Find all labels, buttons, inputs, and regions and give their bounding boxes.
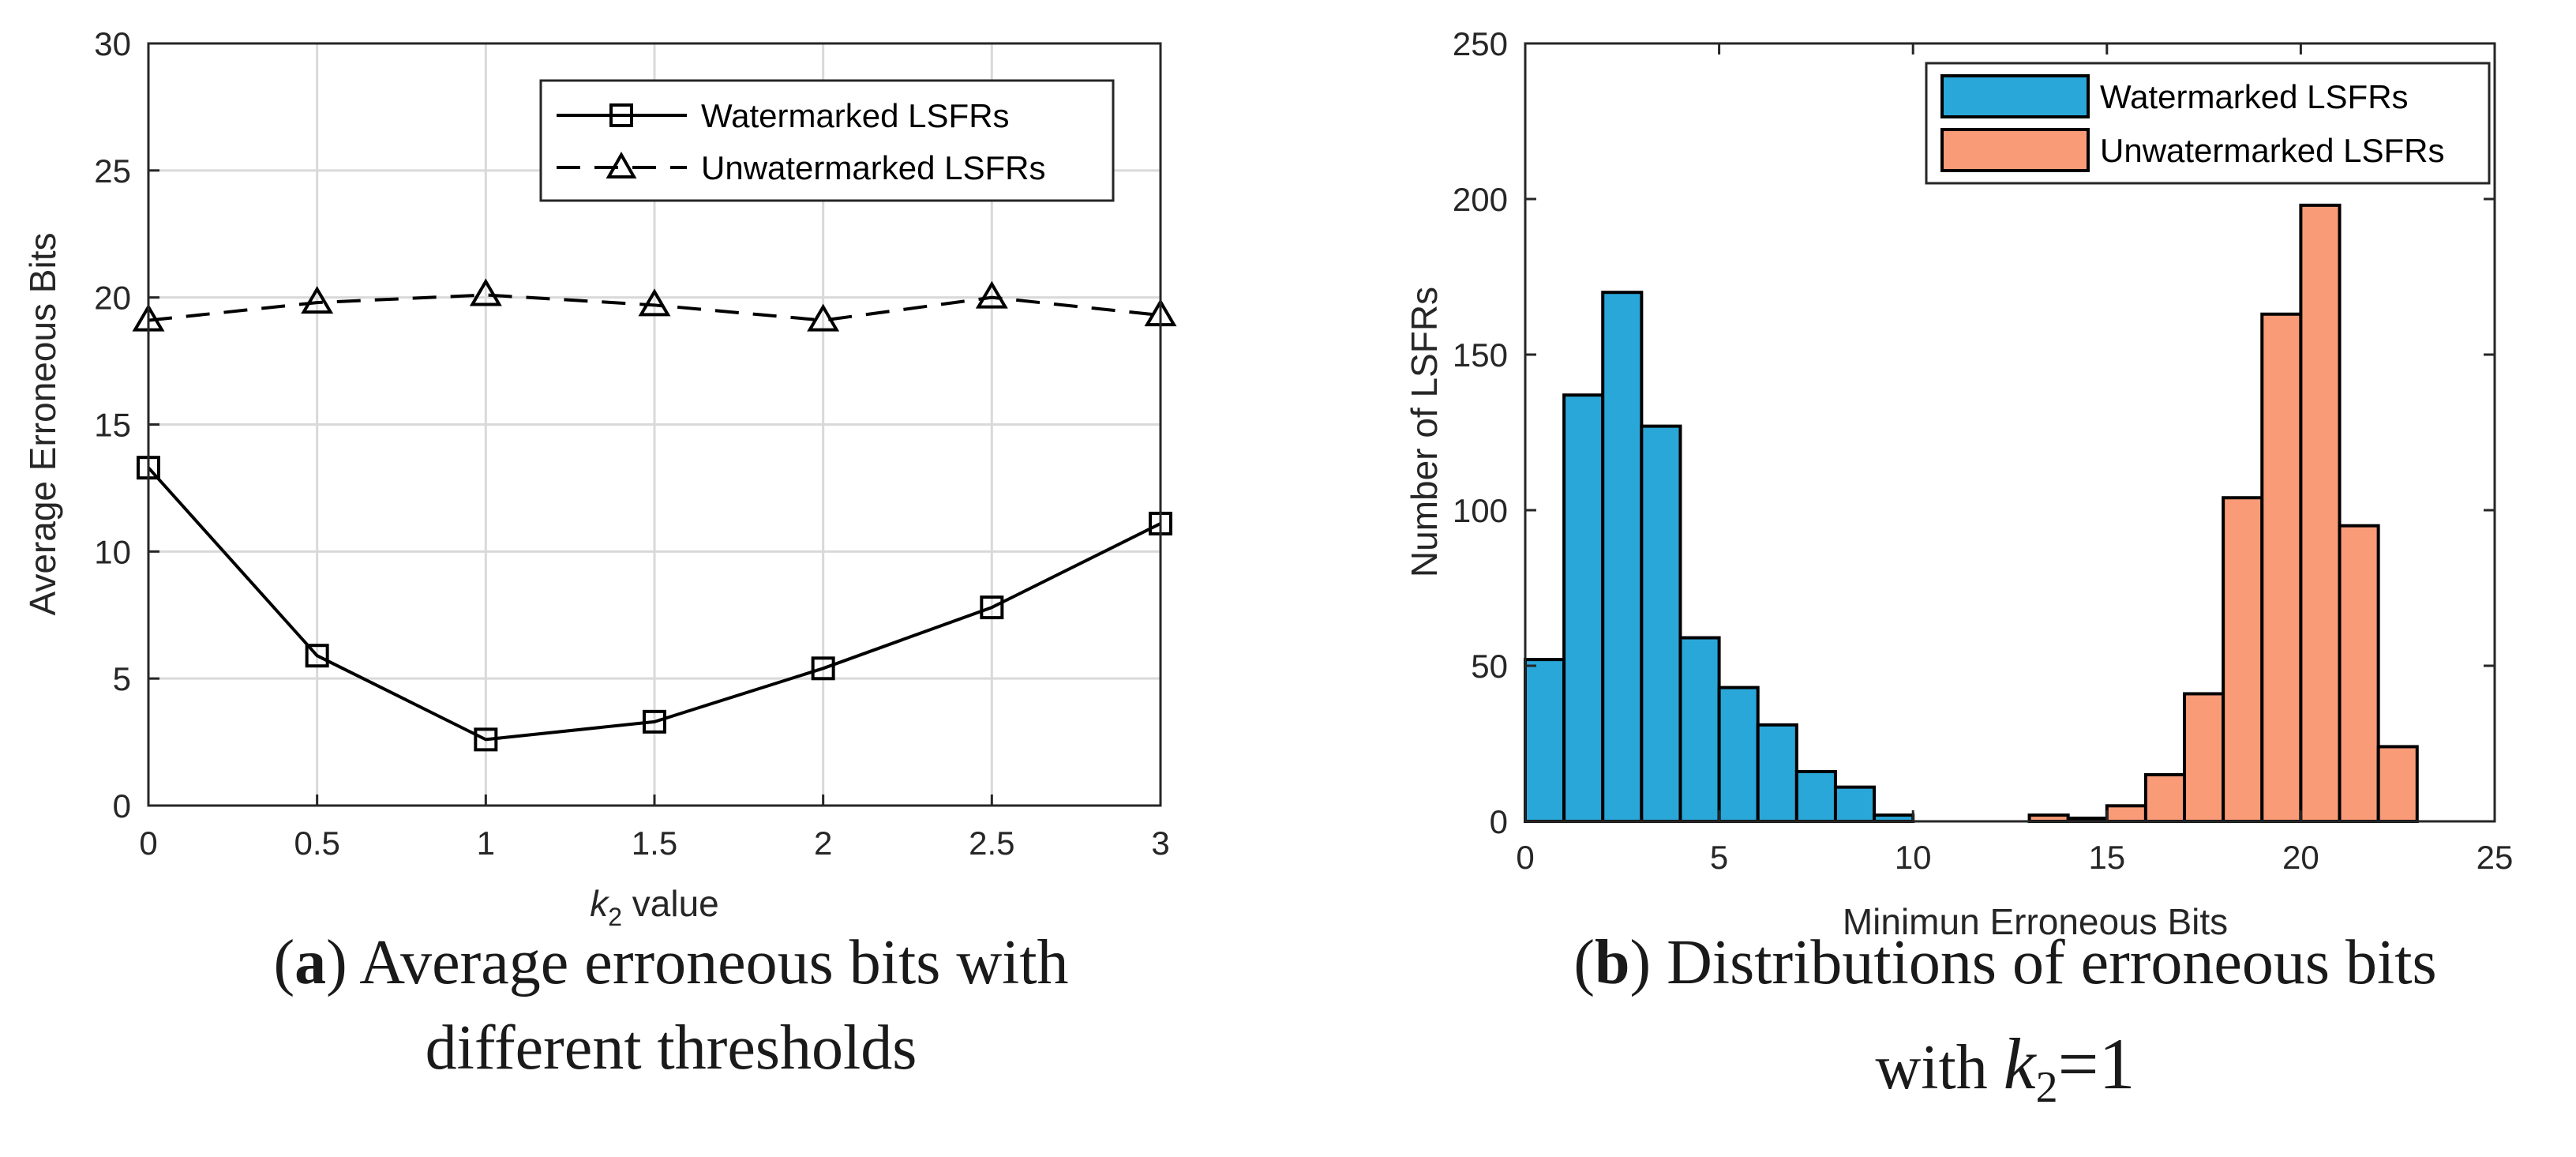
chart-a-xtick-label: 1	[477, 825, 495, 862]
chart-a-legend-label-watermarked: Watermarked LSFRs	[701, 97, 1010, 134]
chart-b-ytick-label: 150	[1453, 336, 1508, 374]
chart-a-xtick-label: 1.5	[632, 825, 677, 862]
chart-b-ylabel: Number of LSFRs	[1404, 287, 1445, 577]
chart-b-ytick-label: 200	[1453, 181, 1508, 218]
chart-b-ytick-label: 100	[1453, 492, 1508, 529]
caption-b-text2: with	[1875, 1033, 2004, 1103]
chart-b-bar-unwatermarked	[2105, 804, 2147, 823]
chart-a-point-unwatermarked	[975, 280, 1008, 309]
chart-b-ytick-label: 0	[1490, 803, 1508, 840]
chart-b-ytick-label: 50	[1471, 648, 1508, 685]
chart-a-point-watermarked	[980, 595, 1004, 620]
chart-b-bar-unwatermarked	[2222, 496, 2264, 823]
chart-a-xtick-label: 0.5	[294, 825, 339, 862]
chart-a-legend-marker-triangle	[606, 151, 637, 178]
chart-b-bar-watermarked	[1717, 686, 1760, 824]
chart-a-line-watermarked	[147, 466, 1161, 742]
caption-a-line1: (a) Average erroneous bits with	[273, 928, 1069, 997]
chart-b-legend-swatch-watermarked	[1940, 74, 2090, 118]
chart-a-point-unwatermarked	[638, 288, 671, 317]
chart-a-ylabel: Average Erroneous Bits	[22, 233, 63, 616]
chart-b-legend: Watermarked LSFRs Unwatermarked LSFRs	[1925, 62, 2491, 185]
chart-b-bar-watermarked	[1794, 769, 1837, 824]
chart-b-bars	[1524, 203, 2419, 824]
chart-b-bar-unwatermarked	[2183, 692, 2225, 824]
chart-a-xtick-label: 2.5	[969, 825, 1014, 862]
caption-a-text1: Average erroneous bits with	[347, 928, 1069, 997]
caption-b-line1: (b) Distributions of erroneous bits	[1573, 928, 2437, 997]
chart-a-xlabel-sub: 2	[608, 903, 622, 931]
chart-a-ytick-label: 10	[94, 533, 131, 570]
chart-a-ytick-label: 5	[113, 660, 131, 697]
chart-a-xtick-label: 0	[139, 825, 157, 862]
chart-a-xtick-label: 2	[814, 825, 832, 862]
chart-a-xlabel: k2 value	[590, 883, 719, 931]
caption-a-line2: different thresholds	[425, 1013, 917, 1083]
chart-a-legend-box	[539, 79, 1115, 202]
caption-a: (a) Average erroneous bits with differen…	[182, 920, 1161, 1091]
chart-a-point-watermarked	[811, 656, 835, 681]
chart-a-xlabel-var: k	[590, 883, 609, 924]
caption-a-label: a	[294, 928, 327, 997]
chart-a-ytick-label: 15	[94, 407, 131, 444]
chart-b-legend-swatch-unwatermarked	[1940, 128, 2090, 172]
caption-b-label: b	[1595, 928, 1630, 997]
chart-b-axes-box	[1524, 42, 2496, 823]
chart-b-bar-watermarked	[1562, 393, 1605, 824]
chart-b-bar-watermarked	[1524, 658, 1566, 823]
chart-b-bar-watermarked	[1756, 723, 1798, 823]
chart-a-point-unwatermarked	[301, 286, 334, 314]
caption-b: (b) Distributions of erroneous bits with…	[1480, 920, 2530, 1130]
chart-b-xtick-label: 25	[2477, 839, 2514, 876]
chart-b-legend-label-watermarked: Watermarked LSFRs	[2100, 78, 2409, 115]
chart-a-point-unwatermarked	[469, 278, 502, 306]
chart-b-bar-unwatermarked	[2338, 524, 2380, 823]
chart-b-ytick-label: 250	[1453, 25, 1508, 62]
chart-a-ytick-label: 25	[94, 152, 131, 190]
chart-a-legend: Watermarked LSFRs Unwatermarked LSFRs	[539, 79, 1115, 202]
chart-b-bar-unwatermarked	[2299, 203, 2342, 823]
chart-a-ytick-label: 0	[113, 787, 131, 825]
chart-a-ytick-label: 20	[94, 280, 131, 317]
chart-b-bar-unwatermarked	[2376, 745, 2419, 823]
chart-b-legend-label-unwatermarked: Unwatermarked LSFRs	[2100, 132, 2444, 169]
caption-b-var: k	[2003, 1024, 2036, 1104]
chart-a-ytick-label: 30	[94, 25, 131, 62]
chart-b-xtick-label: 15	[2088, 839, 2125, 876]
chart-a-line-unwatermarked	[148, 293, 1161, 322]
chart-b-bar-watermarked	[1678, 636, 1721, 823]
caption-b-sub: 2	[2035, 1063, 2058, 1112]
chart-b-xtick-label: 20	[2282, 839, 2319, 876]
chart-b-bar-watermarked	[1601, 291, 1644, 823]
chart-b-bar-watermarked	[1833, 785, 1877, 823]
caption-b-eq: =1	[2057, 1024, 2135, 1104]
chart-b-bar-watermarked	[1640, 424, 1682, 823]
chart-a-legend-label-unwatermarked: Unwatermarked LSFRs	[701, 149, 1045, 186]
chart-a-point-unwatermarked	[807, 303, 840, 332]
chart-a-point-watermarked	[474, 727, 498, 752]
chart-b-xtick-label: 5	[1710, 839, 1728, 876]
chart-b-bar-unwatermarked	[2260, 312, 2303, 823]
chart-a-point-watermarked	[305, 644, 329, 668]
caption-b-line2: with k2=1	[1480, 1005, 2530, 1130]
chart-a-point-watermarked	[643, 709, 666, 734]
chart-a-xtick-label: 3	[1151, 825, 1169, 862]
chart-b-xlabel: Minimun Erroneous Bits	[1843, 901, 2228, 942]
chart-b-bar-unwatermarked	[2143, 772, 2187, 824]
chart-a-xlabel-rest: value	[622, 883, 719, 924]
chart-a-legend-marker-square	[609, 103, 633, 127]
caption-b-text1: Distributions of erroneous bits	[1651, 928, 2437, 997]
chart-b-xtick-label: 0	[1516, 839, 1534, 876]
chart-b-xtick-label: 10	[1895, 839, 1932, 876]
